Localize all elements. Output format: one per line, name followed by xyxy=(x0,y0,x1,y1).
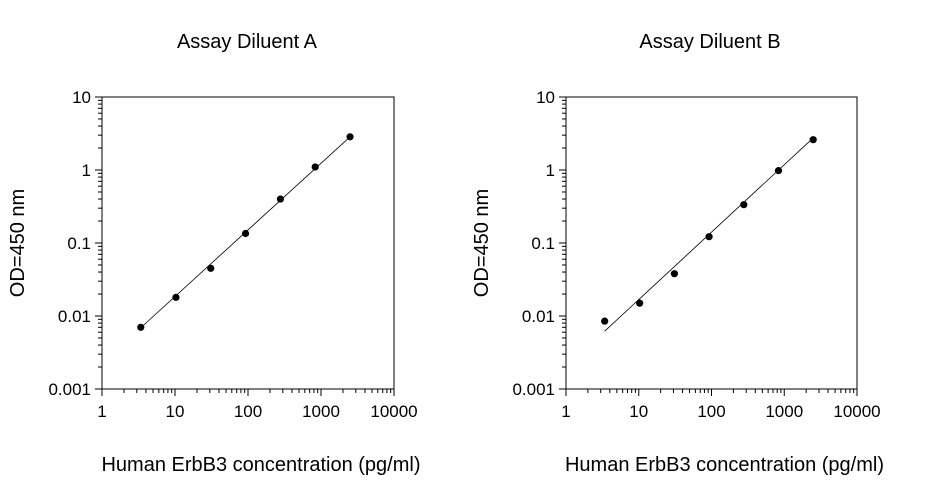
y-tick-label: 0.01 xyxy=(522,307,555,326)
y-tick-label: 0.001 xyxy=(48,380,91,399)
x-tick-label: 1 xyxy=(97,402,106,421)
x-tick-label: 10 xyxy=(629,402,648,421)
data-point xyxy=(241,229,250,238)
x-tick-label: 1000 xyxy=(765,402,803,421)
x-tick-label: 100 xyxy=(697,402,725,421)
y-tick-label: 0.1 xyxy=(531,234,555,253)
data-point xyxy=(276,195,285,203)
x-tick-label: 1000 xyxy=(302,402,340,421)
x-axis-label: Human ErbB3 concentration (pg/ml) xyxy=(101,454,420,476)
chart-title: Assay Diluent B xyxy=(639,31,780,53)
data-point xyxy=(809,136,817,144)
x-tick-label: 100 xyxy=(234,402,262,421)
chart-title: Assay Diluent A xyxy=(177,31,318,53)
x-tick-label: 10000 xyxy=(833,402,880,421)
y-tick-label: 0.1 xyxy=(67,234,91,253)
data-point xyxy=(346,133,354,141)
data-point xyxy=(137,323,145,331)
x-tick-label: 10 xyxy=(166,402,185,421)
y-tick-label: 1 xyxy=(546,161,555,180)
y-axis-label: OD=450 nm xyxy=(7,189,29,297)
y-tick-label: 1 xyxy=(82,161,91,180)
data-point xyxy=(311,163,319,171)
plot-frame xyxy=(101,96,395,390)
x-axis-label: Human ErbB3 concentration (pg/ml) xyxy=(565,454,884,476)
data-point xyxy=(774,167,783,175)
data-point xyxy=(207,264,215,272)
data-point xyxy=(705,233,713,241)
x-tick-label: 10000 xyxy=(370,402,417,421)
y-tick-label: 10 xyxy=(72,88,91,107)
chart-panel-2: Assay Diluent B 1 10 100 1000 10000 0.001 0.01 0… xyxy=(471,31,884,476)
y-tick-label: 0.01 xyxy=(58,307,91,326)
data-point xyxy=(636,299,644,307)
data-point xyxy=(670,270,678,278)
y-tick-label: 0.001 xyxy=(512,380,555,399)
chart-panel-1: Assay Diluent A 1 10 100 1000 10000 0.001 0.01 0… xyxy=(7,31,421,476)
x-tick-label: 1 xyxy=(561,402,570,421)
y-axis-label: OD=450 nm xyxy=(471,189,493,297)
y-tick-label: 10 xyxy=(536,88,555,107)
data-point xyxy=(172,293,180,301)
data-point xyxy=(601,317,609,325)
data-point xyxy=(740,201,748,209)
